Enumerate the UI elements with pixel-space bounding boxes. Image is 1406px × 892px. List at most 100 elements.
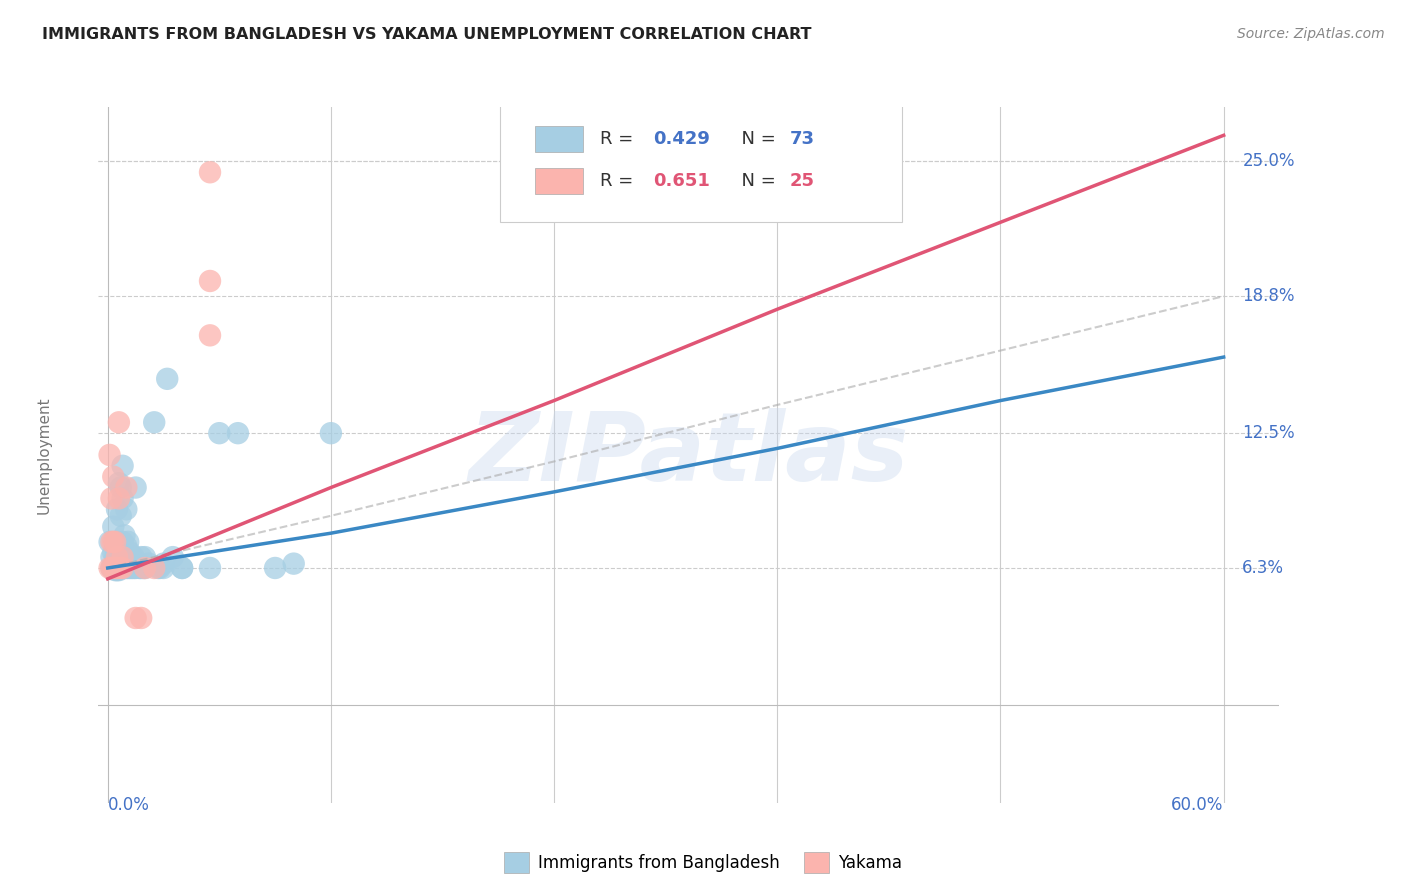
Point	[105, 534, 128, 549]
Point	[172, 561, 194, 575]
Point	[108, 563, 131, 577]
Text: 6.3%: 6.3%	[1243, 559, 1284, 577]
Point	[100, 561, 122, 575]
Text: 0.429: 0.429	[654, 130, 710, 148]
Point	[98, 448, 121, 462]
Point	[146, 561, 169, 575]
Point	[128, 557, 150, 571]
Text: 73: 73	[789, 130, 814, 148]
Legend: Immigrants from Bangladesh, Yakama: Immigrants from Bangladesh, Yakama	[498, 846, 908, 880]
Point	[198, 274, 221, 288]
Point	[134, 561, 156, 575]
Point	[124, 611, 146, 625]
Point	[143, 415, 166, 429]
Point	[149, 561, 172, 575]
Point	[105, 561, 128, 575]
Point	[111, 550, 134, 565]
Point	[110, 561, 132, 575]
Point	[111, 534, 134, 549]
Point	[103, 561, 125, 575]
Point	[100, 550, 122, 565]
Point	[132, 561, 155, 575]
Point	[110, 557, 132, 571]
Point	[104, 539, 127, 553]
Point	[129, 550, 152, 565]
Text: N =: N =	[730, 172, 782, 190]
FancyBboxPatch shape	[501, 103, 901, 222]
Text: Source: ZipAtlas.com: Source: ZipAtlas.com	[1237, 27, 1385, 41]
Text: 60.0%: 60.0%	[1171, 797, 1223, 814]
Point	[115, 550, 138, 565]
Point	[115, 561, 138, 575]
Point	[152, 561, 174, 575]
FancyBboxPatch shape	[536, 126, 582, 153]
Point	[111, 458, 134, 473]
Point	[124, 481, 146, 495]
Text: 0.0%: 0.0%	[108, 797, 149, 814]
Point	[100, 491, 122, 506]
Point	[114, 550, 136, 565]
Text: R =: R =	[600, 172, 640, 190]
Point	[104, 550, 127, 565]
Point	[208, 426, 231, 441]
Point	[319, 426, 342, 441]
Point	[226, 426, 249, 441]
FancyBboxPatch shape	[536, 168, 582, 194]
Point	[105, 561, 128, 575]
Point	[103, 534, 125, 549]
Point	[110, 481, 132, 495]
Text: 12.5%: 12.5%	[1243, 425, 1295, 442]
Point	[198, 165, 221, 179]
Point	[162, 550, 184, 565]
Point	[117, 550, 139, 565]
Point	[111, 491, 134, 506]
Point	[110, 508, 132, 523]
Point	[103, 561, 125, 575]
Point	[124, 561, 146, 575]
Text: 0.651: 0.651	[654, 172, 710, 190]
Point	[134, 550, 156, 565]
Point	[105, 563, 128, 577]
Point	[108, 550, 131, 565]
Point	[129, 611, 152, 625]
Point	[105, 550, 128, 565]
Point	[114, 528, 136, 542]
Point	[104, 534, 127, 549]
Point	[115, 502, 138, 516]
Point	[111, 561, 134, 575]
Point	[115, 539, 138, 553]
Point	[122, 550, 145, 565]
Point	[108, 476, 131, 491]
Text: 25: 25	[789, 172, 814, 190]
Point	[283, 557, 305, 571]
Point	[103, 546, 125, 560]
Point	[103, 561, 125, 575]
Point	[110, 561, 132, 575]
Point	[198, 561, 221, 575]
Point	[111, 561, 134, 575]
Point	[105, 561, 128, 575]
Point	[114, 561, 136, 575]
Point	[104, 561, 127, 575]
Point	[98, 561, 121, 575]
Text: R =: R =	[600, 130, 640, 148]
Point	[138, 557, 160, 571]
Point	[108, 415, 131, 429]
Text: ZIPatlas: ZIPatlas	[468, 409, 910, 501]
Point	[129, 561, 152, 575]
Point	[108, 561, 131, 575]
Point	[128, 561, 150, 575]
Point	[110, 561, 132, 575]
Point	[198, 328, 221, 343]
Point	[264, 561, 287, 575]
Point	[103, 469, 125, 483]
Point	[104, 563, 127, 577]
Point	[108, 491, 131, 506]
Point	[104, 557, 127, 571]
Point	[115, 481, 138, 495]
Point	[105, 502, 128, 516]
Point	[122, 561, 145, 575]
Point	[134, 561, 156, 575]
Point	[100, 534, 122, 549]
Point	[121, 561, 143, 575]
